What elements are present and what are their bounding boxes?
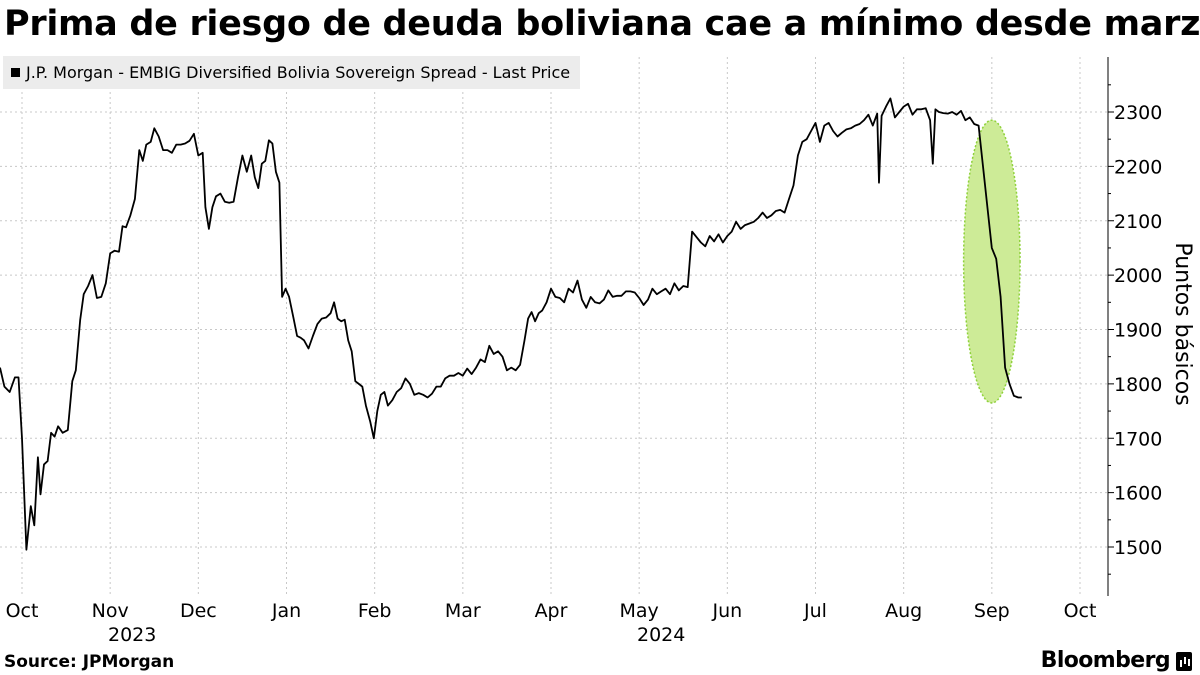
legend: J.P. Morgan - EMBIG Diversified Bolivia …: [3, 56, 581, 89]
series-line-0: [0, 97, 1022, 551]
x-tick-label-2: Dec: [180, 600, 217, 622]
highlight-ellipse: [962, 119, 1021, 404]
y-axis: 1500 1600 1700 1800 1900 2000 2100 2200 2300: [1107, 57, 1162, 596]
y-axis-label: Puntos básicos: [1170, 242, 1195, 405]
bloomberg-logo: Bloomberg: [1040, 648, 1171, 673]
x-tick-label-0: Oct: [6, 600, 39, 622]
x-tick-label-11: Sep: [974, 600, 1010, 622]
x-tick-label-4: Feb: [358, 600, 392, 622]
x-tick-label-1: Nov: [92, 600, 129, 622]
x-tick-label-3: Jan: [271, 600, 301, 622]
x-tick-label-12: Oct: [1064, 600, 1097, 622]
y-tick-label-2000: 2000: [1114, 265, 1162, 287]
y-tick-label-1500: 1500: [1114, 537, 1162, 559]
series-layer: [0, 97, 1022, 551]
chart-title: Prima de riesgo de deuda boliviana cae a…: [4, 4, 1200, 44]
x-tick-label-5: Mar: [445, 600, 481, 622]
y-tick-label-2200: 2200: [1114, 156, 1162, 178]
y-tick-label-1700: 1700: [1114, 428, 1162, 450]
x-tick-label-6: Apr: [535, 600, 568, 622]
y-tick-label-2100: 2100: [1114, 211, 1162, 233]
x-tick-label-8: Jun: [711, 600, 742, 622]
x-tick-label-9: Jul: [803, 600, 827, 622]
highlight-ellipse-layer: [962, 119, 1021, 404]
y-tick-label-1600: 1600: [1114, 483, 1162, 505]
y-tick-label-1800: 1800: [1114, 374, 1162, 396]
grid-lines: [0, 57, 1108, 596]
x-axis: Oct Nov Dec Jan Feb Mar Apr May Jun Jul Aug Sep Oct 2…: [6, 600, 1097, 646]
x-tick-label-10: Aug: [885, 600, 922, 622]
y-tick-label-2300: 2300: [1114, 102, 1162, 124]
source-note: Source: JPMorgan: [4, 652, 175, 672]
year-label-2023: 2023: [108, 624, 156, 646]
y-tick-label-1900: 1900: [1114, 320, 1162, 342]
x-tick-label-7: May: [620, 600, 659, 622]
legend-label: J.P. Morgan - EMBIG Diversified Bolivia …: [26, 63, 571, 82]
year-label-2024: 2024: [637, 624, 685, 646]
legend-swatch: [11, 68, 20, 77]
bloomberg-chart-icon: [1176, 652, 1192, 671]
